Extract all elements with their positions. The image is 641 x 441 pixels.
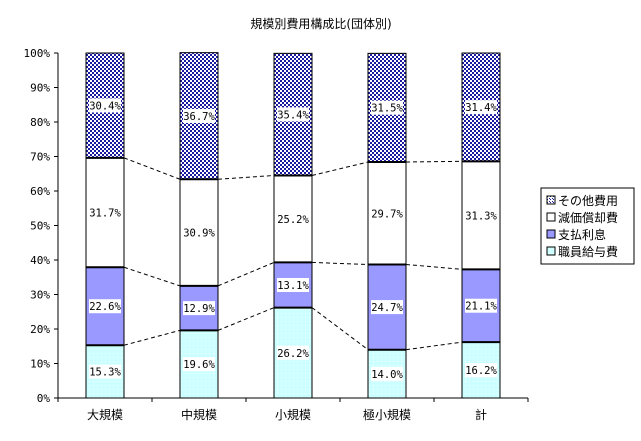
- data-label: 31.7%: [89, 208, 121, 220]
- legend-swatch: [546, 229, 556, 239]
- data-label: 15.3%: [89, 367, 121, 379]
- y-tick-label: 0%: [37, 392, 51, 405]
- x-category-label: 極小規模: [363, 407, 411, 422]
- data-label: 14.0%: [371, 369, 403, 381]
- data-label: 24.7%: [371, 302, 403, 314]
- data-label-background: [465, 208, 497, 223]
- data-label: 36.7%: [183, 111, 215, 123]
- data-label-background: [277, 211, 309, 226]
- data-label: 29.7%: [371, 208, 403, 220]
- series-line: [123, 329, 181, 346]
- legend-swatch: [546, 212, 556, 222]
- data-label: 31.4%: [465, 102, 497, 114]
- series-line: [311, 161, 369, 176]
- data-label: 30.9%: [183, 228, 215, 240]
- y-tick-label: 10%: [30, 358, 50, 371]
- legend-label: 職員給与費: [558, 244, 618, 259]
- data-label-background: [183, 301, 215, 316]
- y-tick-label: 70%: [30, 151, 50, 164]
- x-category-label: 大規模: [87, 407, 123, 422]
- data-label: 19.6%: [183, 359, 215, 371]
- data-label: 26.2%: [277, 348, 309, 360]
- series-line: [405, 160, 463, 163]
- series-line: [217, 261, 275, 287]
- legend-swatch: [546, 246, 556, 256]
- data-label: 22.6%: [89, 301, 121, 313]
- series-line: [311, 261, 369, 265]
- series-line: [311, 307, 369, 351]
- y-tick-label: 90%: [30, 82, 50, 95]
- data-labels: 15.3% 22.6% 31.7% 30.4% 19.6% 12.9% 30.9% 36.7%…: [89, 98, 497, 381]
- data-label-background: [465, 298, 497, 313]
- y-tick-label: 40%: [30, 254, 50, 267]
- series-line: [217, 174, 275, 180]
- x-axis: 大規模 中規模 小規模 極小規模 計: [57, 397, 529, 422]
- data-label-background: [183, 225, 215, 240]
- data-label-background: [183, 108, 215, 123]
- data-label: 16.2%: [465, 365, 497, 377]
- legend-box: [540, 187, 635, 265]
- legend-label: 支払利息: [558, 227, 606, 242]
- chart-title: 規模別費用構成比(団体別): [250, 16, 391, 31]
- data-label-background: [277, 107, 309, 122]
- data-label: 12.9%: [183, 303, 215, 315]
- legend-label: その他費用: [558, 193, 618, 208]
- data-label: 13.1%: [277, 280, 309, 292]
- y-axis: 0% 10% 20% 30% 40% 50% 60% 70% 80% 90% 100%: [24, 47, 59, 405]
- y-tick-label: 50%: [30, 220, 50, 233]
- y-tick-label: 80%: [30, 116, 50, 129]
- data-label-background: [89, 98, 121, 113]
- x-category-label: 計: [475, 407, 487, 422]
- data-label-background: [89, 364, 121, 379]
- data-label-background: [465, 363, 497, 378]
- data-label: 25.2%: [277, 214, 309, 226]
- data-label-background: [183, 357, 215, 372]
- x-category-label: 小規模: [275, 407, 311, 422]
- series-line: [405, 263, 463, 270]
- data-label: 30.4%: [89, 100, 121, 112]
- data-label-background: [89, 299, 121, 314]
- data-label-background: [371, 100, 403, 115]
- data-label-background: [371, 300, 403, 315]
- data-label: 35.4%: [277, 109, 309, 121]
- data-label-background: [277, 345, 309, 360]
- legend-label: 減価償却費: [558, 210, 618, 225]
- series-line: [405, 341, 463, 351]
- data-label-background: [465, 100, 497, 115]
- y-tick-label: 60%: [30, 185, 50, 198]
- data-label-background: [371, 206, 403, 221]
- series-line: [123, 266, 181, 287]
- data-label: 31.3%: [465, 210, 497, 222]
- series-line: [123, 157, 181, 180]
- y-tick-label: 30%: [30, 289, 50, 302]
- series-connector-lines: [123, 157, 463, 351]
- x-category-label: 中規模: [181, 407, 217, 422]
- data-label: 21.1%: [465, 301, 497, 313]
- data-label-background: [371, 366, 403, 381]
- series-line: [217, 307, 275, 331]
- legend-swatch: [546, 195, 556, 205]
- y-tick-label: 20%: [30, 323, 50, 336]
- data-label-background: [277, 278, 309, 293]
- data-label-background: [89, 205, 121, 220]
- y-tick-label: 100%: [24, 47, 51, 60]
- data-label: 31.5%: [371, 103, 403, 115]
